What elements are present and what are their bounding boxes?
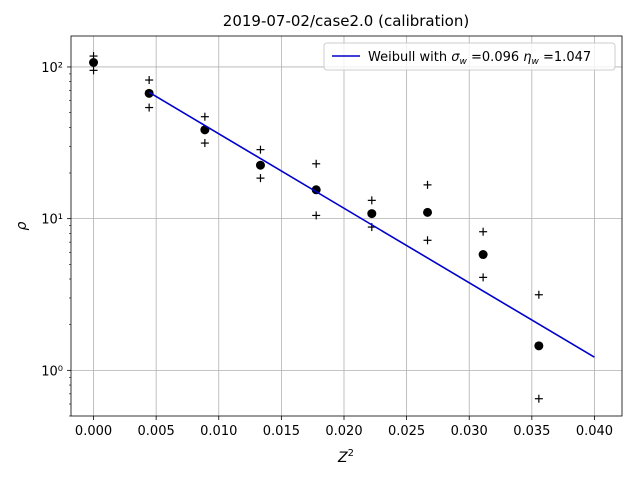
x-tick-label: 0.020 xyxy=(325,424,362,439)
data-point xyxy=(478,250,488,260)
data-point xyxy=(311,185,321,195)
data-point xyxy=(423,207,433,217)
x-axis-label: Z2 xyxy=(337,448,354,466)
lower-bound-marker xyxy=(145,103,154,112)
x-tick-label: 0.040 xyxy=(576,424,613,439)
lower-bound-marker xyxy=(423,236,432,245)
data-point xyxy=(534,341,544,351)
upper-bound-marker xyxy=(367,196,376,205)
x-tick-label: 0.010 xyxy=(200,424,237,439)
legend: Weibull with σw =0.096 ηw =1.047 xyxy=(323,42,616,71)
legend-label-part: =0.096 xyxy=(467,50,523,65)
lower-bound-marker xyxy=(256,174,265,183)
legend-label-part: w xyxy=(460,57,468,67)
upper-bound-marker xyxy=(256,145,265,154)
x-axis-label-sup: 2 xyxy=(348,448,354,459)
data-point xyxy=(367,209,377,219)
lower-bound-marker xyxy=(534,394,543,403)
weibull-fit-line xyxy=(148,91,595,358)
upper-bound-marker xyxy=(200,112,209,121)
y-tick-label: 10⁰ xyxy=(41,364,63,379)
legend-label-part: Weibull with xyxy=(368,50,451,65)
legend-box xyxy=(323,42,616,71)
data-point xyxy=(144,88,154,98)
lower-bound-marker xyxy=(200,139,209,148)
upper-bound-marker xyxy=(145,76,154,85)
upper-bound-marker xyxy=(479,227,488,236)
data-point xyxy=(255,160,265,170)
plot-frame xyxy=(70,35,623,417)
upper-bound-marker xyxy=(89,52,98,61)
x-tick-label: 0.000 xyxy=(75,424,112,439)
data-point xyxy=(89,58,99,68)
chart-title: 2019-07-02/case2.0 (calibration) xyxy=(223,12,469,30)
x-tick-label: 0.035 xyxy=(513,424,550,439)
y-tick-label: 10¹ xyxy=(41,213,63,228)
legend-label-part: w xyxy=(532,57,540,67)
upper-bound-marker xyxy=(312,159,321,168)
x-tick-label: 0.015 xyxy=(263,424,300,439)
x-tick-label: 0.005 xyxy=(138,424,175,439)
lower-bound-marker xyxy=(89,66,98,75)
upper-bound-marker xyxy=(423,180,432,189)
x-axis-label-base: Z xyxy=(337,450,348,466)
legend-label-part: η xyxy=(523,50,531,65)
legend-label-part: σ xyxy=(451,50,460,65)
x-axis: 0.000 0.005 0.010 0.015 0.020 0.025 0.030 0.035… xyxy=(75,416,613,439)
plot-area xyxy=(89,52,595,403)
y-tick-label: 10² xyxy=(41,61,63,76)
y-axis: 10⁰ 10¹ 10² xyxy=(41,61,71,417)
grid xyxy=(71,36,622,416)
upper-bound-marker xyxy=(534,290,543,299)
lower-bound-marker xyxy=(479,273,488,282)
legend-label: Weibull with σw =0.096 ηw =1.047 xyxy=(368,50,591,67)
lower-bound-marker xyxy=(312,211,321,220)
legend-label-part: =1.047 xyxy=(539,50,591,65)
x-tick-label: 0.030 xyxy=(451,424,488,439)
y-axis-label: ρ xyxy=(14,221,30,230)
x-tick-label: 0.025 xyxy=(388,424,425,439)
